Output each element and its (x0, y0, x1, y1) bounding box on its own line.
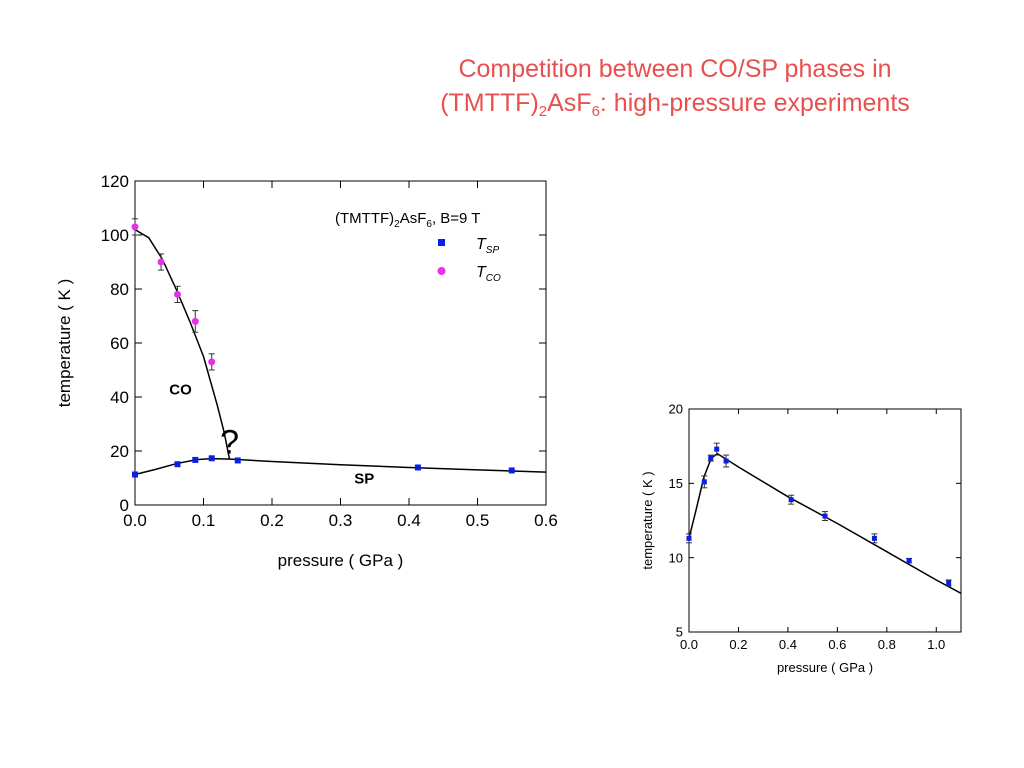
title-formula-mid: AsF (547, 89, 592, 117)
title-formula-suffix: : high-pressure experiments (599, 89, 910, 117)
main-data-point-square (508, 467, 515, 474)
main-x-tick-label: 0.1 (192, 511, 216, 530)
main-data-point-circle (208, 358, 216, 366)
main-phase-label: CO (169, 381, 192, 398)
main-data-point-circle (191, 317, 199, 325)
inset-data-point-square (822, 513, 828, 519)
title-line-1: Competition between CO/SP phases in (458, 55, 892, 83)
main-legend-entry-label: TSP (476, 236, 499, 256)
main-x-tick-label: 0.2 (260, 511, 284, 530)
main-data-point-square (132, 471, 138, 478)
title-formula-sub-2: 6 (591, 103, 600, 120)
main-phase-label: SP (354, 470, 374, 487)
main-x-tick-label: 0.0 (123, 511, 147, 530)
inset-x-tick-label: 1.0 (927, 637, 945, 652)
main-legend-header: (TMTTF)2AsF6, B=9 T (335, 210, 480, 230)
inset-x-tick-label: 0.4 (779, 637, 797, 652)
main-y-tick-label: 120 (101, 172, 129, 191)
inset-y-axis-label: temperature ( K ) (640, 471, 655, 569)
main-data-point-circle (157, 258, 165, 266)
main-y-tick-label: 100 (101, 226, 129, 245)
inset-y-tick-label: 15 (669, 476, 683, 491)
inset-x-tick-label: 0.2 (729, 637, 747, 652)
inset-data-point-square (708, 455, 714, 461)
main-data-point-square (174, 461, 181, 468)
inset-plot-frame (688, 408, 962, 633)
main-y-tick-label: 0 (120, 496, 129, 515)
main-fit-line (134, 228, 231, 460)
inset-data-point-square (906, 558, 912, 564)
main-data-point-square (414, 464, 421, 471)
main-data-point-square (234, 457, 241, 464)
inset-data-point-square (686, 535, 692, 541)
inset-y-tick-label: 20 (669, 402, 683, 417)
main-legend-marker-circle (437, 267, 446, 275)
main-data-point-square (208, 455, 215, 462)
main-y-tick-label: 60 (110, 334, 129, 353)
inset-fit-line (688, 452, 962, 594)
slide-title: Competition between CO/SP phases in (TMT… (330, 52, 1020, 120)
inset-data-point-square (946, 580, 952, 586)
main-legend-entry-label: TCO (476, 264, 501, 284)
inset-y-tick-label: 5 (676, 625, 683, 640)
main-y-tick-label: 80 (110, 280, 129, 299)
inset-data-point-square (714, 446, 720, 452)
main-data-point-circle (173, 290, 181, 298)
main-y-axis-label: temperature ( K ) (55, 279, 74, 408)
inset-x-axis-label: pressure ( GPa ) (777, 660, 873, 675)
main-x-tick-label: 0.5 (466, 511, 490, 530)
inset-data-point-square (871, 535, 877, 541)
title-formula-sub-1: 2 (538, 103, 548, 120)
inset-data-point-square (788, 497, 794, 503)
inset-y-tick-label: 10 (669, 550, 683, 565)
main-x-tick-label: 0.4 (397, 511, 421, 530)
main-data-point-square (192, 456, 199, 463)
main-data-point-circle (131, 223, 139, 231)
inset-x-tick-label: 0.8 (878, 637, 896, 652)
main-x-axis-label: pressure ( GPa ) (278, 551, 404, 570)
main-question-mark-annotation: ? (220, 424, 239, 462)
main-y-tick-label: 20 (110, 442, 129, 461)
main-fit-line (134, 457, 547, 476)
main-x-tick-label: 0.3 (329, 511, 353, 530)
inset-data-point-square (701, 479, 707, 485)
title-line-2: (TMTTF)2AsF6: high-pressure experiments (330, 86, 1020, 120)
inset-data-point-square (723, 458, 729, 464)
main-x-tick-label: 0.6 (534, 511, 558, 530)
main-legend-marker-square (438, 239, 445, 246)
inset-x-tick-label: 0.6 (828, 637, 846, 652)
inset-x-tick-label: 0.0 (680, 637, 698, 652)
title-formula-prefix: (TMTTF) (440, 89, 539, 117)
main-y-tick-label: 40 (110, 388, 129, 407)
